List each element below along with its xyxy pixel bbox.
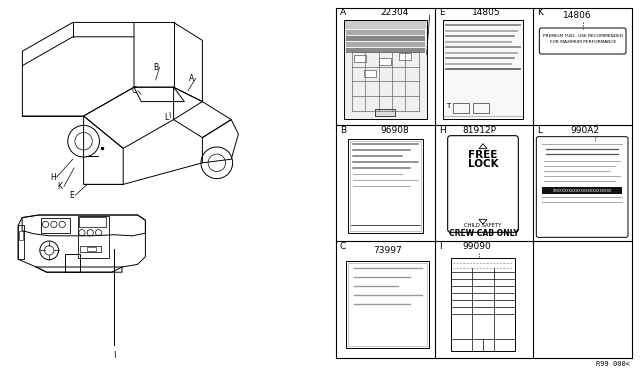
Text: H: H bbox=[50, 173, 56, 182]
Bar bbox=[344, 20, 427, 119]
Text: 990A2: 990A2 bbox=[571, 126, 600, 135]
Text: A: A bbox=[340, 8, 346, 17]
Bar bbox=[346, 262, 429, 348]
Bar bbox=[18, 225, 24, 259]
Bar bbox=[348, 139, 422, 233]
Text: 99090: 99090 bbox=[462, 242, 491, 251]
Bar bbox=[346, 30, 425, 35]
Bar bbox=[346, 48, 425, 53]
Bar bbox=[354, 55, 366, 62]
Bar bbox=[348, 263, 427, 346]
Text: L: L bbox=[538, 126, 542, 135]
Bar bbox=[79, 217, 106, 228]
Bar bbox=[42, 218, 70, 233]
Text: XXXXXXXXXXXXXXXXXXXXXXXXX: XXXXXXXXXXXXXXXXXXXXXXXXX bbox=[552, 189, 612, 193]
Text: B: B bbox=[153, 62, 158, 71]
Text: L: L bbox=[164, 113, 168, 122]
Text: 14805: 14805 bbox=[472, 8, 500, 17]
Text: 73997: 73997 bbox=[374, 246, 403, 255]
Bar bbox=[375, 109, 395, 116]
Bar bbox=[78, 216, 109, 258]
Text: CREW CAB ONLY: CREW CAB ONLY bbox=[449, 229, 519, 238]
Bar bbox=[346, 36, 425, 41]
Text: LOCK: LOCK bbox=[468, 159, 499, 169]
Bar bbox=[345, 21, 426, 29]
FancyBboxPatch shape bbox=[540, 28, 626, 54]
Bar bbox=[542, 187, 622, 194]
Bar bbox=[350, 141, 420, 231]
Bar bbox=[19, 231, 22, 240]
Text: T: T bbox=[445, 103, 450, 109]
Text: R99 000<: R99 000< bbox=[596, 361, 630, 367]
Bar bbox=[473, 103, 489, 113]
Text: K: K bbox=[58, 182, 62, 191]
Text: I: I bbox=[113, 351, 115, 360]
Text: H: H bbox=[438, 126, 445, 135]
Text: I: I bbox=[438, 242, 442, 251]
Text: 96908: 96908 bbox=[380, 126, 409, 135]
FancyBboxPatch shape bbox=[536, 137, 628, 237]
Bar bbox=[379, 58, 391, 65]
Text: E: E bbox=[69, 191, 74, 200]
Bar bbox=[86, 247, 96, 251]
Text: C: C bbox=[131, 86, 136, 95]
Bar bbox=[451, 258, 515, 351]
Bar bbox=[364, 70, 376, 77]
Text: C: C bbox=[340, 242, 346, 251]
Bar bbox=[81, 246, 101, 253]
Text: A: A bbox=[189, 74, 194, 83]
Text: FOR MAXIMUM PERFORMANCE: FOR MAXIMUM PERFORMANCE bbox=[550, 40, 616, 44]
Bar bbox=[452, 103, 468, 113]
Bar bbox=[346, 42, 425, 47]
Text: CHILD SAFETY: CHILD SAFETY bbox=[464, 223, 502, 228]
Text: 22304: 22304 bbox=[380, 8, 409, 17]
Bar bbox=[399, 53, 411, 60]
Text: K: K bbox=[538, 8, 543, 17]
Text: E: E bbox=[438, 8, 444, 17]
Text: FREE: FREE bbox=[468, 150, 498, 160]
Bar bbox=[443, 20, 524, 119]
Text: 14806: 14806 bbox=[563, 11, 591, 20]
Text: PREMIUM FUEL. USE RECOMMENDED: PREMIUM FUEL. USE RECOMMENDED bbox=[543, 34, 623, 38]
Text: B: B bbox=[340, 126, 346, 135]
Text: 81912P: 81912P bbox=[462, 126, 496, 135]
FancyBboxPatch shape bbox=[447, 136, 518, 232]
